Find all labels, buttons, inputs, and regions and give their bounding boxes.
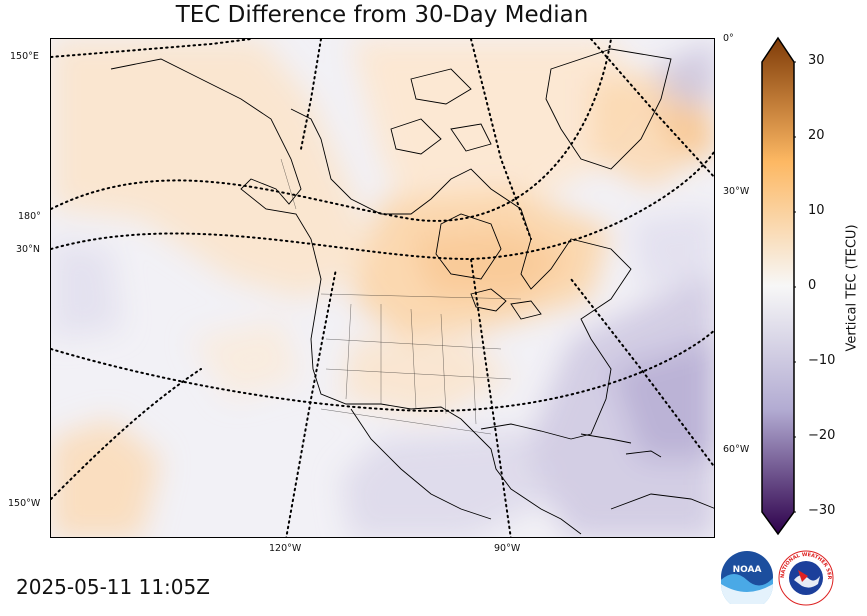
colorbar-tick-label: 20 [808,128,825,143]
grid-label-180: 180° [18,211,41,222]
noaa-logo: NOAA [720,550,774,610]
colorbar-tick-label: 30 [808,53,825,68]
grid-label-120w: 120°W [269,543,302,554]
graticule [51,39,714,537]
grid-label-150w: 150°W [8,498,41,509]
grid-label-60w: 60°W [723,444,750,455]
colorbar-tick-label: −20 [808,428,836,443]
political-boundaries [280,158,522,435]
grid-label-90w: 90°W [494,543,521,554]
timestamp: 2025-05-11 11:05Z [16,575,210,599]
colorbar-tick-label: 10 [808,203,825,218]
colorbar-tick-label: 0 [808,278,817,293]
colorbar-tick-label: −30 [808,503,836,518]
colorbar [760,36,799,536]
coastlines [110,48,714,535]
grid-label-150e: 150°E [10,51,39,62]
grid-label-0: 0° [723,33,734,44]
nws-logo: NATIONAL WEATHER SERVICE [776,546,834,610]
colorbar-label: Vertical TEC (TECU) [844,224,860,352]
chart-title: TEC Difference from 30-Day Median [175,2,589,28]
colorbar-tick-label: −10 [808,353,836,368]
tec-map [50,38,715,538]
svg-text:NOAA: NOAA [733,565,762,575]
map-canvas [51,39,714,537]
grid-label-30n: 30°N [16,244,40,255]
grid-label-30w: 30°W [723,186,750,197]
colorbar-gradient [761,36,795,536]
